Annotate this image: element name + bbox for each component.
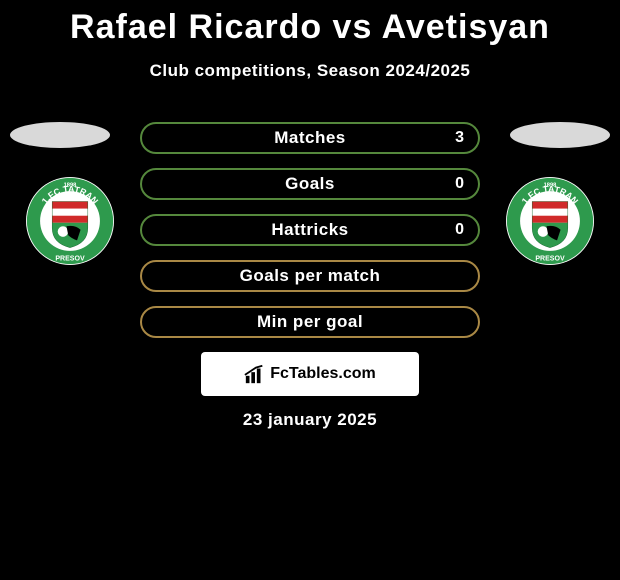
stat-row-min-per-goal: Min per goal — [140, 306, 480, 338]
page-title: Rafael Ricardo vs Avetisyan — [0, 0, 620, 47]
tatran-badge-icon: 1.FC TATRAN PRESOV 1898 — [26, 177, 114, 265]
club-badge-right: 1.FC TATRAN PRESOV 1898 — [506, 177, 594, 265]
subtitle: Club competitions, Season 2024/2025 — [0, 61, 620, 81]
stat-label: Goals — [285, 174, 335, 194]
date-text: 23 january 2025 — [0, 410, 620, 430]
branding-text: FcTables.com — [270, 365, 376, 383]
stat-label: Hattricks — [271, 220, 348, 240]
stat-row-goals: Goals 0 — [140, 168, 480, 200]
stats-container: Matches 3 Goals 0 Hattricks 0 Goals per … — [140, 122, 480, 352]
stat-label: Matches — [274, 128, 346, 148]
stat-label: Min per goal — [257, 312, 363, 332]
branding-box: FcTables.com — [201, 352, 419, 396]
stat-label: Goals per match — [240, 266, 381, 286]
stat-value: 3 — [455, 129, 464, 147]
club-badge-left: 1.FC TATRAN PRESOV 1898 — [26, 177, 114, 265]
player-photo-placeholder-left — [10, 122, 110, 148]
svg-text:PRESOV: PRESOV — [535, 256, 565, 263]
stat-value: 0 — [455, 175, 464, 193]
stat-row-matches: Matches 3 — [140, 122, 480, 154]
svg-text:1898: 1898 — [64, 183, 77, 189]
tatran-badge-icon: 1.FC TATRAN PRESOV 1898 — [506, 177, 594, 265]
stat-value: 0 — [455, 221, 464, 239]
svg-text:1898: 1898 — [544, 183, 557, 189]
bar-chart-icon — [244, 363, 266, 385]
svg-text:PRESOV: PRESOV — [55, 256, 85, 263]
stat-row-hattricks: Hattricks 0 — [140, 214, 480, 246]
player-photo-placeholder-right — [510, 122, 610, 148]
stat-row-goals-per-match: Goals per match — [140, 260, 480, 292]
